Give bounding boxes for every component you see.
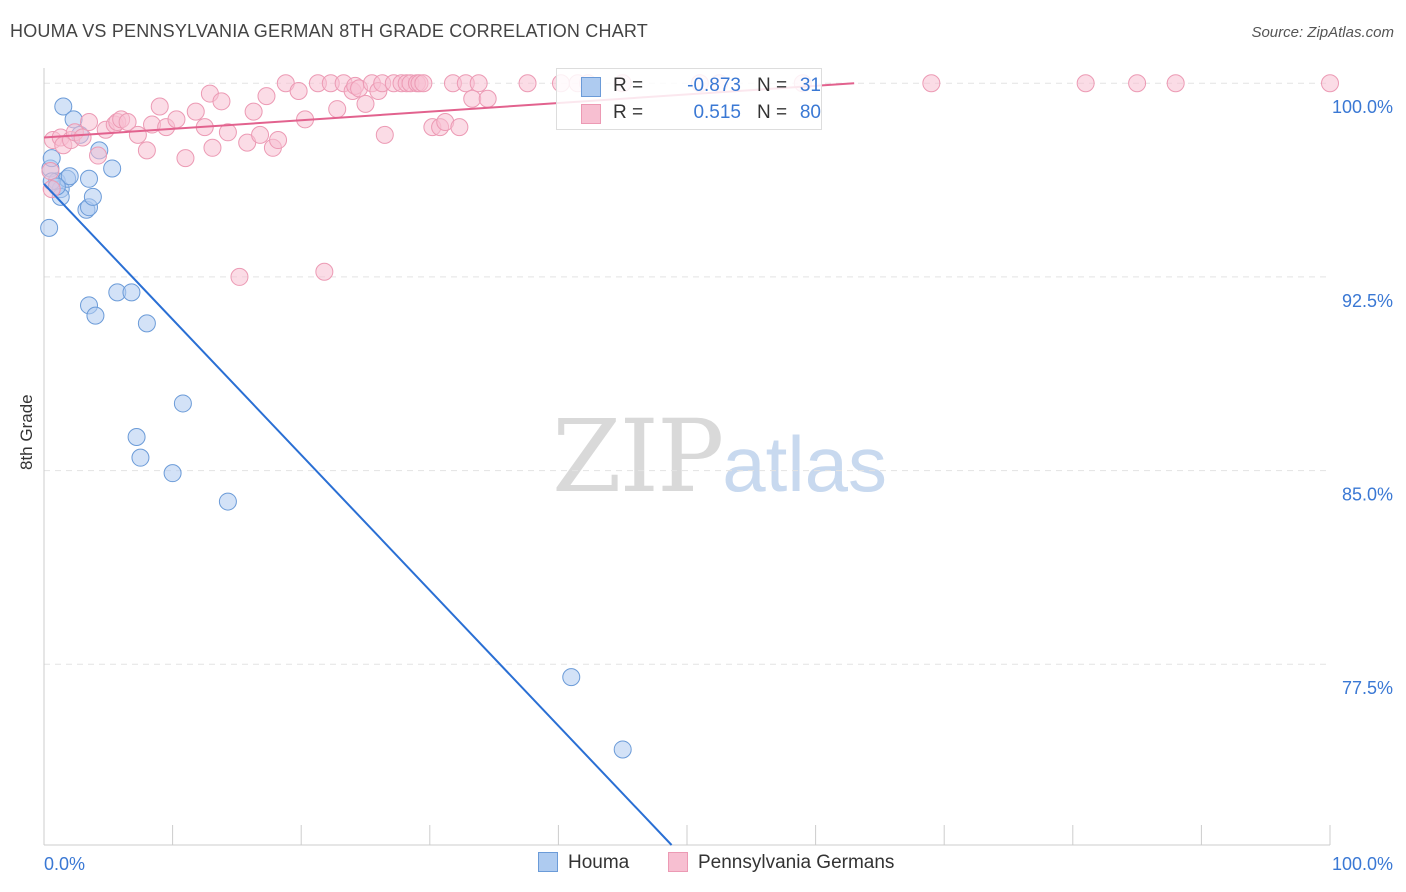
source-credit: Source: ZipAtlas.com [1251, 24, 1394, 41]
correlation-legend: R = -0.873 N = 31 R = 0.515 N = 80 [556, 68, 822, 130]
legend-n-value: 31 [799, 75, 821, 96]
penn-point [356, 94, 375, 113]
legend-r-label: R = [613, 102, 644, 123]
watermark-atlas: atlas [722, 420, 888, 508]
houma-point [137, 314, 156, 333]
watermark-zip: ZIP [552, 398, 724, 515]
houma-trend-line [43, 183, 673, 846]
houma-swatch [538, 852, 558, 872]
penn-point [251, 125, 270, 144]
penn-point [218, 123, 237, 142]
bottom-legend-label: Houma [568, 852, 630, 873]
houma-point [613, 740, 632, 759]
penn-point [463, 89, 482, 108]
houma-swatch [581, 77, 601, 97]
grid-lines [44, 82, 1330, 665]
legend-n-label: N = [757, 102, 788, 123]
penn-point [212, 92, 231, 111]
penn-point [89, 146, 108, 165]
penn-point [128, 125, 147, 144]
legend-r-value: 0.515 [693, 102, 741, 123]
penn-point [414, 74, 433, 93]
x-tick-label: 100.0% [1332, 854, 1393, 874]
houma-point [103, 159, 122, 178]
penn-point [203, 138, 222, 157]
houma-point [163, 464, 182, 483]
penn-point [186, 102, 205, 121]
penn-point [167, 110, 186, 129]
houma-point [122, 283, 141, 302]
penn-point [150, 97, 169, 116]
watermark: ZIPatlas [552, 398, 887, 515]
penn-point [42, 180, 61, 199]
penn-point [450, 118, 469, 137]
penn-point [176, 149, 195, 168]
bottom-legend-label: Pennsylvania Germans [698, 852, 895, 873]
penn-point [137, 141, 156, 160]
penn-point [328, 100, 347, 119]
penn-point [257, 87, 276, 106]
penn-point [922, 74, 941, 93]
legend-n-label: N = [757, 75, 788, 96]
penn-point [375, 125, 394, 144]
penn-point [118, 112, 137, 131]
houma-point [80, 169, 99, 188]
trend-lines [43, 82, 855, 846]
houma-point [218, 492, 237, 511]
penn-point [1166, 74, 1185, 93]
houma-point [127, 428, 146, 447]
houma-point [40, 218, 59, 237]
houma-point [131, 448, 150, 467]
houma-point [60, 167, 79, 186]
penn-point [469, 74, 488, 93]
penn-point [478, 89, 497, 108]
penn-point [244, 102, 263, 121]
penn-point [1076, 74, 1095, 93]
legend-r-label: R = [613, 75, 644, 96]
houma-point [562, 668, 581, 687]
penn-swatch [668, 852, 688, 872]
chart-title: HOUMA VS PENNSYLVANIA GERMAN 8TH GRADE C… [10, 21, 648, 41]
data-points [40, 74, 1339, 759]
houma-point [173, 394, 192, 413]
y-tick-label: 77.5% [1342, 678, 1393, 698]
houma-point [83, 187, 102, 206]
legend-r-value: -0.873 [687, 75, 741, 96]
x-tick-label: 0.0% [44, 854, 85, 874]
houma-point [86, 306, 105, 325]
houma-point [54, 97, 73, 116]
penn-swatch [581, 104, 601, 124]
y-tick-label: 100.0% [1332, 97, 1393, 117]
penn-point [269, 131, 288, 150]
penn-point [230, 267, 249, 286]
penn-point [1321, 74, 1339, 93]
penn-point [315, 262, 334, 281]
penn-point [80, 112, 99, 131]
y-tick-label: 92.5% [1342, 291, 1393, 311]
penn-point [73, 128, 92, 147]
tick-labels: 100.0% 92.5% 85.0% 77.5% 0.0% 100.0% [44, 97, 1393, 874]
y-tick-label: 85.0% [1342, 485, 1393, 505]
penn-point [41, 162, 60, 181]
penn-point [289, 81, 308, 100]
legend-n-value: 80 [799, 102, 821, 123]
penn-point [1128, 74, 1147, 93]
axes [43, 68, 1331, 846]
penn-point [518, 74, 537, 93]
